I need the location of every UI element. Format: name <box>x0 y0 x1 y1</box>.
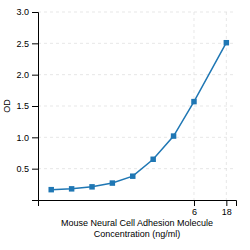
x-axis: 6 18 <box>39 200 237 217</box>
grid-line <box>38 168 236 169</box>
x-axis-title: Mouse Neural Cell Adhesion MoleculeConce… <box>61 218 213 239</box>
grid-line <box>38 74 236 75</box>
y-tick-mark <box>32 75 38 76</box>
x-axis-title-line: Mouse Neural Cell Adhesion Molecule <box>61 218 213 228</box>
y-axis-line <box>32 13 39 201</box>
y-tick-label: 1.0 <box>16 133 29 143</box>
y-tick: 2.0 <box>16 70 38 80</box>
x-tick: 18 <box>222 200 232 217</box>
point <box>89 184 94 189</box>
x-axis-line <box>39 201 237 207</box>
y-tick: 1.5 <box>16 101 38 111</box>
y-tick: 0.5 <box>16 164 38 174</box>
y-tick-mark <box>32 169 38 170</box>
x-tick-label: 18 <box>222 207 232 217</box>
point <box>171 133 176 138</box>
grid-line <box>38 106 236 107</box>
grid-line <box>193 12 194 200</box>
x-axis-title-line: Concentration (ng/ml) <box>94 229 181 239</box>
y-tick-mark <box>32 12 38 13</box>
plot: 6 18 0.5 1.0 1.5 2.0 2.5 3.0 Mouse Neural Cell A… <box>2 7 237 239</box>
y-tick-label: 1.5 <box>16 101 29 111</box>
x-tick-mark <box>226 200 227 206</box>
y-tick-label: 2.5 <box>16 39 29 49</box>
point <box>110 180 115 185</box>
y-tick: 1.0 <box>16 133 38 143</box>
point <box>150 157 155 162</box>
y-tick: 2.5 <box>16 39 38 49</box>
point <box>224 40 229 45</box>
y-tick: 3.0 <box>16 7 38 17</box>
grid-line <box>38 12 236 13</box>
x-tick: 6 <box>192 200 197 217</box>
grid-line <box>38 137 236 138</box>
y-axis-title: OD <box>2 99 12 113</box>
y-tick-mark <box>32 137 38 138</box>
marks <box>48 40 229 192</box>
point <box>48 187 53 192</box>
y-tick-label: 3.0 <box>16 7 29 17</box>
grid <box>38 12 236 200</box>
x-tick-mark <box>194 200 195 206</box>
y-axis: 0.5 1.0 1.5 2.0 2.5 3.0 <box>16 7 38 200</box>
y-tick-mark <box>32 43 38 44</box>
point <box>130 173 135 178</box>
y-tick-label: 2.0 <box>16 70 29 80</box>
chart: 6 18 0.5 1.0 1.5 2.0 2.5 3.0 Mouse Neural Cell A… <box>0 0 250 250</box>
line <box>51 43 226 190</box>
grid-line <box>38 43 236 44</box>
x-tick-label: 6 <box>192 207 197 217</box>
y-tick-label: 0.5 <box>16 164 29 174</box>
y-tick-mark <box>32 106 38 107</box>
point <box>191 99 196 104</box>
point <box>69 186 74 191</box>
